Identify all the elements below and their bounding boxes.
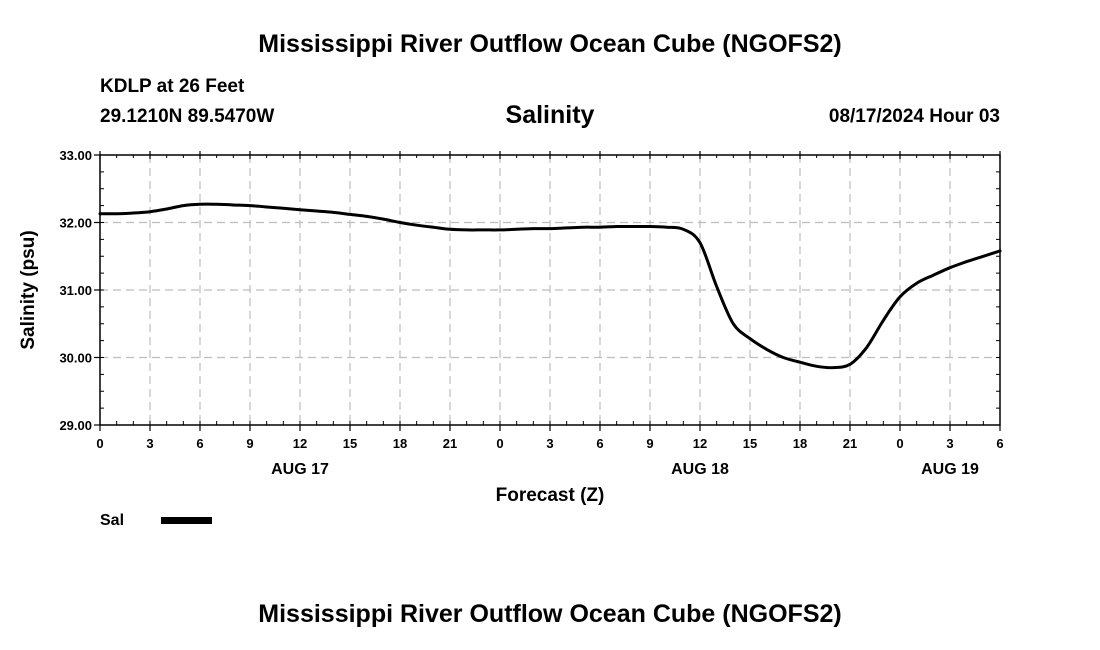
legend-swatch-sal [161,517,212,524]
coordinates-label: 29.1210N 89.5470W [100,106,275,127]
y-tick-label: 32.00 [59,216,92,231]
plot-frame [99,154,1001,426]
series-line-sal [98,202,1002,370]
x-axis-label: Forecast (Z) [496,485,605,506]
x-tick-label: 9 [246,436,253,451]
y-tick-label: 31.00 [59,283,92,298]
x-tick-label: 21 [443,436,457,451]
x-tick-label: 0 [896,436,903,451]
x-tick-label: 3 [546,436,553,451]
x-tick-label: 15 [343,436,357,451]
station-label: KDLP at 26 Feet [100,76,245,97]
x-tick-label: 0 [496,436,503,451]
x-tick-label: 15 [743,436,757,451]
x-tick-label: 12 [293,436,307,451]
chart-subtitle: Salinity [505,101,595,129]
day-label: AUG 19 [921,461,979,478]
day-label: AUG 18 [671,461,729,478]
y-tick-label: 30.00 [59,351,92,366]
x-tick-label: 18 [793,436,807,451]
x-tick-label: 3 [146,436,153,451]
x-tick-label: 6 [196,436,203,451]
x-tick-label: 3 [946,436,953,451]
datetime-label: 08/17/2024 Hour 03 [828,106,1000,127]
x-tick-label: 0 [96,436,103,451]
x-tick-label: 9 [646,436,653,451]
y-tick-label: 29.00 [59,418,92,433]
axis-ticks [94,151,1001,431]
x-tick-label: 6 [596,436,603,451]
x-tick-label: 12 [693,436,707,451]
legend-label-sal: Sal [100,512,124,529]
y-axis-label: Salinity (psu) [18,230,39,349]
chart-title-top: Mississippi River Outflow Ocean Cube (NG… [258,30,842,58]
x-tick-label: 21 [843,436,857,451]
x-tick-label: 18 [393,436,407,451]
y-tick-label: 33.00 [59,148,92,163]
chart-title-bottom: Mississippi River Outflow Ocean Cube (NG… [258,600,842,628]
x-tick-label: 6 [996,436,1003,451]
y-tick-labels: 29.00 30.00 31.00 32.00 33.00 [59,148,92,433]
day-labels: AUG 17 AUG 18 AUG 19 [271,461,979,478]
day-label: AUG 17 [271,461,329,478]
grid-lines [100,155,1000,425]
x-tick-labels: 0 3 6 9 12 15 18 21 0 3 6 9 12 15 18 21 0 3 6 [96,436,1003,451]
